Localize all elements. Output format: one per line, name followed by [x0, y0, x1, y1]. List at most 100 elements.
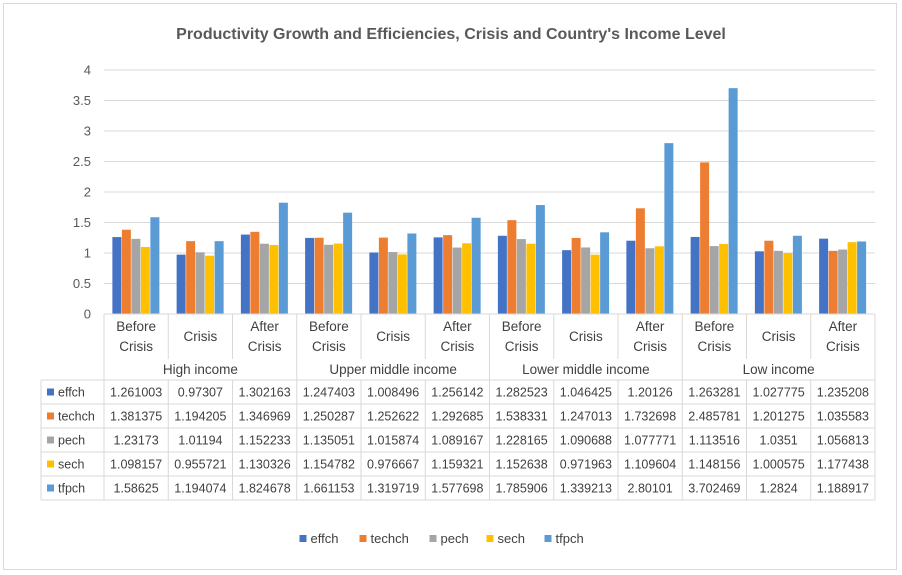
y-tick-label: 1.5	[73, 215, 91, 230]
bar-tfpch	[471, 217, 481, 314]
bar-sech	[526, 243, 536, 314]
category-label: Crisis	[505, 339, 539, 354]
y-tick-label: 3.5	[73, 93, 91, 108]
bar-tfpch	[343, 212, 353, 314]
legend-label-sech: sech	[498, 531, 525, 546]
legend-swatch-techch	[359, 535, 367, 542]
category-label: Crisis	[312, 339, 346, 354]
cell-value: 1.538331	[496, 410, 548, 424]
cell-value: 0.97307	[178, 386, 223, 400]
category-label: Crisis	[698, 339, 732, 354]
bar-effch	[305, 237, 315, 314]
legend-key-effch	[47, 388, 54, 396]
cell-value: 1.027775	[753, 386, 805, 400]
cell-value: 1.089167	[431, 434, 483, 448]
cell-value: 1.302163	[239, 386, 291, 400]
data-table: Before Crisis Crisis After Crisis Before Crisi…	[40, 313, 876, 501]
category-label: Before	[502, 319, 542, 334]
cell-value: 1.159321	[431, 458, 483, 472]
bar-sech	[205, 255, 215, 314]
group-label: High income	[163, 362, 238, 377]
bar-pech	[259, 243, 269, 314]
cell-value: 0.955721	[174, 458, 226, 472]
cell-value: 1.194074	[174, 482, 226, 496]
chart-title: Productivity Growth and Efficiencies, Cr…	[176, 26, 726, 43]
category-label: Crisis	[441, 339, 475, 354]
bar-pech	[452, 247, 462, 314]
cell-value: 1.152233	[239, 434, 291, 448]
cell-value: 1.154782	[303, 458, 355, 472]
bar-pech	[324, 244, 334, 314]
bar-sech	[140, 247, 150, 314]
bar-tfpch	[600, 232, 610, 314]
cell-value: 1.0351	[760, 434, 798, 448]
row-label-pech: pech	[58, 434, 85, 448]
bar-sech	[783, 252, 793, 314]
cell-value: 1.247403	[303, 386, 355, 400]
cell-value: 1.346969	[239, 410, 291, 424]
category-label: After	[250, 319, 279, 334]
cell-value: 1.008496	[367, 386, 419, 400]
cell-value: 1.090688	[560, 434, 612, 448]
bar-pech	[131, 238, 141, 314]
legend-label-techch: techch	[371, 531, 409, 546]
bar-sech	[462, 243, 472, 314]
gridlines	[104, 69, 875, 284]
legend-key-tfpch	[47, 484, 54, 492]
cell-value: 1.20126	[628, 386, 673, 400]
bar-tfpch	[792, 235, 802, 314]
y-tick-label: 0	[84, 307, 91, 322]
bar-pech	[773, 250, 783, 314]
cell-value: 2.485781	[688, 410, 740, 424]
cell-value: 0.971963	[560, 458, 612, 472]
cell-value: 1.381375	[110, 410, 162, 424]
cell-value: 1.113516	[689, 434, 740, 448]
category-label: Before	[309, 319, 349, 334]
cell-value: 1.23173	[114, 434, 159, 448]
bar-pech	[581, 247, 591, 314]
category-label: Crisis	[762, 329, 796, 344]
bar-pech	[709, 246, 719, 314]
y-tick-label: 2.5	[73, 154, 91, 169]
group-label: Low income	[743, 362, 815, 377]
cell-value: 1.256142	[431, 386, 483, 400]
bar-tfpch	[214, 241, 224, 314]
bar-tfpch	[857, 241, 867, 314]
bar-effch	[112, 237, 122, 314]
cell-value: 1.319719	[367, 482, 419, 496]
legend-key-pech	[47, 436, 54, 444]
cell-value: 1.263281	[688, 386, 740, 400]
bar-tfpch	[728, 88, 738, 315]
cell-value: 1.785906	[496, 482, 548, 496]
chart-frame: Productivity Growth and Efficiencies, Cr…	[3, 3, 897, 570]
chart-svg: Productivity Growth and Efficiencies, Cr…	[40, 26, 876, 546]
category-label: Crisis	[569, 329, 603, 344]
legend-swatch-effch	[299, 535, 307, 542]
cell-value: 3.702469	[688, 482, 740, 496]
group-label: Upper middle income	[329, 362, 457, 377]
bar-tfpch	[664, 143, 674, 314]
category-label: Before	[694, 319, 734, 334]
bar-effch	[819, 238, 829, 314]
bar-effch	[626, 240, 636, 314]
bar-tfpch	[407, 233, 417, 314]
bar-sech	[333, 243, 343, 314]
cell-value: 2.80101	[628, 482, 673, 496]
bar-sech	[654, 246, 664, 314]
cell-value: 1.732698	[624, 410, 676, 424]
bar-pech	[838, 249, 848, 314]
bar-pech	[516, 239, 526, 314]
cell-value: 1.250287	[303, 410, 355, 424]
category-label: After	[829, 319, 858, 334]
category-label: After	[443, 319, 472, 334]
bar-pech	[195, 252, 205, 314]
bars	[112, 88, 867, 315]
bar-techch	[443, 235, 453, 314]
bar-tfpch	[150, 217, 160, 314]
cell-value: 1.000575	[753, 458, 805, 472]
y-tick-label: 3	[84, 124, 91, 139]
legend-label-effch: effch	[311, 531, 339, 546]
category-label: Crisis	[119, 339, 153, 354]
cell-value: 1.152638	[496, 458, 548, 472]
cell-value: 1.661153	[303, 482, 354, 496]
